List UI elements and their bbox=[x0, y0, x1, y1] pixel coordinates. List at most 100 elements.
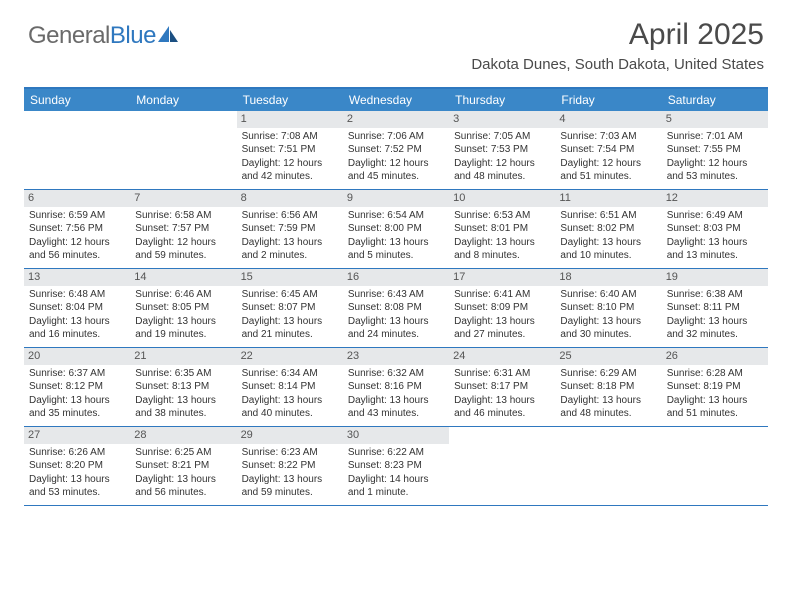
calendar-day: 14Sunrise: 6:46 AMSunset: 8:05 PMDayligh… bbox=[130, 269, 236, 347]
sunrise-line: Sunrise: 7:08 AM bbox=[242, 130, 338, 144]
location-label: Dakota Dunes, South Dakota, United State… bbox=[471, 56, 764, 73]
sunrise-line: Sunrise: 6:51 AM bbox=[560, 209, 656, 223]
calendar-day: . bbox=[24, 111, 130, 189]
daylight-line: Daylight: 13 hours and 53 minutes. bbox=[29, 473, 125, 500]
calendar-week: ..1Sunrise: 7:08 AMSunset: 7:51 PMDaylig… bbox=[24, 111, 768, 190]
sunrise-line: Sunrise: 7:06 AM bbox=[348, 130, 444, 144]
weekday-header: Thursday bbox=[449, 89, 555, 111]
sunset-line: Sunset: 7:56 PM bbox=[29, 222, 125, 236]
daylight-line: Daylight: 13 hours and 24 minutes. bbox=[348, 315, 444, 342]
daylight-line: Daylight: 13 hours and 5 minutes. bbox=[348, 236, 444, 263]
day-number: 1 bbox=[237, 111, 343, 128]
sunrise-line: Sunrise: 7:05 AM bbox=[454, 130, 550, 144]
sunrise-line: Sunrise: 6:45 AM bbox=[242, 288, 338, 302]
sunset-line: Sunset: 8:22 PM bbox=[242, 459, 338, 473]
sunset-line: Sunset: 8:20 PM bbox=[29, 459, 125, 473]
calendar-day: . bbox=[449, 427, 555, 505]
sunrise-line: Sunrise: 6:32 AM bbox=[348, 367, 444, 381]
sunrise-line: Sunrise: 6:38 AM bbox=[667, 288, 763, 302]
daylight-line: Daylight: 13 hours and 38 minutes. bbox=[135, 394, 231, 421]
calendar-day: . bbox=[555, 427, 661, 505]
calendar-week: 20Sunrise: 6:37 AMSunset: 8:12 PMDayligh… bbox=[24, 348, 768, 427]
sunset-line: Sunset: 8:17 PM bbox=[454, 380, 550, 394]
day-number: 21 bbox=[130, 348, 236, 365]
weekday-header: Saturday bbox=[662, 89, 768, 111]
daylight-line: Daylight: 13 hours and 56 minutes. bbox=[135, 473, 231, 500]
day-number: 30 bbox=[343, 427, 449, 444]
calendar-day: 16Sunrise: 6:43 AMSunset: 8:08 PMDayligh… bbox=[343, 269, 449, 347]
calendar-day: 2Sunrise: 7:06 AMSunset: 7:52 PMDaylight… bbox=[343, 111, 449, 189]
sunrise-line: Sunrise: 6:46 AM bbox=[135, 288, 231, 302]
sunset-line: Sunset: 8:14 PM bbox=[242, 380, 338, 394]
daylight-line: Daylight: 13 hours and 19 minutes. bbox=[135, 315, 231, 342]
calendar-day: 11Sunrise: 6:51 AMSunset: 8:02 PMDayligh… bbox=[555, 190, 661, 268]
weekday-row: SundayMondayTuesdayWednesdayThursdayFrid… bbox=[24, 89, 768, 111]
day-number: 12 bbox=[662, 190, 768, 207]
sunrise-line: Sunrise: 6:53 AM bbox=[454, 209, 550, 223]
weekday-header: Sunday bbox=[24, 89, 130, 111]
calendar-day: 28Sunrise: 6:25 AMSunset: 8:21 PMDayligh… bbox=[130, 427, 236, 505]
calendar-day: 1 Sunrise: 7:08 AMSunset: 7:51 PMDaylight… bbox=[237, 111, 343, 189]
sunset-line: Sunset: 8:10 PM bbox=[560, 301, 656, 315]
sunset-line: Sunset: 8:02 PM bbox=[560, 222, 656, 236]
header: GeneralBlue April 2025 Dakota Dunes, Sou… bbox=[0, 0, 792, 79]
sunrise-line: Sunrise: 6:54 AM bbox=[348, 209, 444, 223]
title-block: April 2025 Dakota Dunes, South Dakota, U… bbox=[471, 18, 764, 73]
sunrise-line: Sunrise: 6:49 AM bbox=[667, 209, 763, 223]
calendar-day: 26 Sunrise: 6:28 AMSunset: 8:19 PMDayligh… bbox=[662, 348, 768, 426]
sunset-line: Sunset: 7:53 PM bbox=[454, 143, 550, 157]
day-number: 10 bbox=[449, 190, 555, 207]
sunset-line: Sunset: 8:19 PM bbox=[667, 380, 763, 394]
weekday-header: Friday bbox=[555, 89, 661, 111]
daylight-line: Daylight: 13 hours and 10 minutes. bbox=[560, 236, 656, 263]
sunrise-line: Sunrise: 6:28 AM bbox=[667, 367, 763, 381]
sunset-line: Sunset: 7:51 PM bbox=[242, 143, 338, 157]
logo-text: GeneralBlue bbox=[28, 22, 156, 50]
day-number: 24 bbox=[449, 348, 555, 365]
daylight-line: Daylight: 13 hours and 51 minutes. bbox=[667, 394, 763, 421]
calendar-day: 20Sunrise: 6:37 AMSunset: 8:12 PMDayligh… bbox=[24, 348, 130, 426]
sunrise-line: Sunrise: 6:56 AM bbox=[242, 209, 338, 223]
day-number: 3 bbox=[449, 111, 555, 128]
calendar-day: 29Sunrise: 6:23 AMSunset: 8:22 PMDayligh… bbox=[237, 427, 343, 505]
daylight-line: Daylight: 12 hours and 42 minutes. bbox=[242, 157, 338, 184]
month-title: April 2025 bbox=[471, 18, 764, 52]
sunset-line: Sunset: 8:11 PM bbox=[667, 301, 763, 315]
weekday-header: Tuesday bbox=[237, 89, 343, 111]
sunset-line: Sunset: 8:03 PM bbox=[667, 222, 763, 236]
daylight-line: Daylight: 13 hours and 21 minutes. bbox=[242, 315, 338, 342]
day-number: 9 bbox=[343, 190, 449, 207]
daylight-line: Daylight: 13 hours and 43 minutes. bbox=[348, 394, 444, 421]
calendar-day: 17Sunrise: 6:41 AMSunset: 8:09 PMDayligh… bbox=[449, 269, 555, 347]
day-number: 2 bbox=[343, 111, 449, 128]
day-number: 29 bbox=[237, 427, 343, 444]
calendar-day: 18Sunrise: 6:40 AMSunset: 8:10 PMDayligh… bbox=[555, 269, 661, 347]
day-number: 20 bbox=[24, 348, 130, 365]
day-number: 17 bbox=[449, 269, 555, 286]
calendar-day: . bbox=[662, 427, 768, 505]
daylight-line: Daylight: 13 hours and 59 minutes. bbox=[242, 473, 338, 500]
calendar-day: 19Sunrise: 6:38 AMSunset: 8:11 PMDayligh… bbox=[662, 269, 768, 347]
sunset-line: Sunset: 8:05 PM bbox=[135, 301, 231, 315]
calendar: SundayMondayTuesdayWednesdayThursdayFrid… bbox=[24, 87, 768, 506]
sunrise-line: Sunrise: 6:48 AM bbox=[29, 288, 125, 302]
sunset-line: Sunset: 7:52 PM bbox=[348, 143, 444, 157]
sunset-line: Sunset: 8:09 PM bbox=[454, 301, 550, 315]
day-number: 26 bbox=[662, 348, 768, 365]
calendar-day: 4Sunrise: 7:03 AMSunset: 7:54 PMDaylight… bbox=[555, 111, 661, 189]
day-number: 25 bbox=[555, 348, 661, 365]
day-number: 4 bbox=[555, 111, 661, 128]
sunset-line: Sunset: 7:57 PM bbox=[135, 222, 231, 236]
calendar-day: 21Sunrise: 6:35 AMSunset: 8:13 PMDayligh… bbox=[130, 348, 236, 426]
day-number: 15 bbox=[237, 269, 343, 286]
day-number: 13 bbox=[24, 269, 130, 286]
day-number: 23 bbox=[343, 348, 449, 365]
sunrise-line: Sunrise: 6:22 AM bbox=[348, 446, 444, 460]
day-number: 16 bbox=[343, 269, 449, 286]
calendar-day: 15Sunrise: 6:45 AMSunset: 8:07 PMDayligh… bbox=[237, 269, 343, 347]
day-number: 19 bbox=[662, 269, 768, 286]
calendar-day: 13Sunrise: 6:48 AMSunset: 8:04 PMDayligh… bbox=[24, 269, 130, 347]
daylight-line: Daylight: 13 hours and 2 minutes. bbox=[242, 236, 338, 263]
day-number: 27 bbox=[24, 427, 130, 444]
daylight-line: Daylight: 12 hours and 53 minutes. bbox=[667, 157, 763, 184]
